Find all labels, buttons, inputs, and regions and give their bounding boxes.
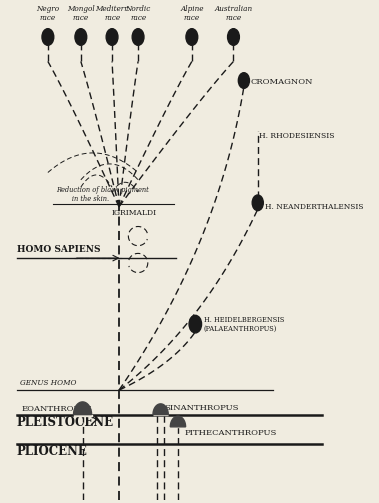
Text: H. HEIDELBERGENSIS
(PALAEANTHROPUS): H. HEIDELBERGENSIS (PALAEANTHROPUS): [204, 315, 284, 332]
Circle shape: [227, 29, 240, 45]
Circle shape: [132, 29, 144, 45]
Circle shape: [75, 29, 87, 45]
Text: IGRIMALDI: IGRIMALDI: [112, 209, 157, 216]
Circle shape: [42, 29, 54, 45]
Text: HOMO SAPIENS: HOMO SAPIENS: [17, 245, 100, 254]
Circle shape: [238, 73, 249, 89]
Polygon shape: [170, 416, 186, 427]
Text: Negro
race: Negro race: [36, 5, 60, 22]
Text: EOANTHROPUS: EOANTHROPUS: [22, 405, 93, 413]
Text: CROMAGNON: CROMAGNON: [251, 78, 313, 86]
Text: PLEISTOCENE: PLEISTOCENE: [17, 416, 114, 429]
Text: SINANTHROPUS: SINANTHROPUS: [164, 404, 239, 412]
Text: Alpine
race: Alpine race: [180, 5, 204, 22]
Circle shape: [252, 195, 263, 211]
Text: Mediterr.
race: Mediterr. race: [95, 5, 129, 22]
Text: PLIOCENE: PLIOCENE: [17, 446, 88, 458]
Circle shape: [106, 29, 118, 45]
Polygon shape: [153, 404, 168, 414]
Text: Mongol
race: Mongol race: [67, 5, 95, 22]
Text: PITHECANTHROPUS: PITHECANTHROPUS: [185, 429, 277, 437]
Circle shape: [189, 315, 202, 333]
Text: H. NEANDERTHALENSIS: H. NEANDERTHALENSIS: [265, 203, 363, 211]
Text: GENUS HOMO: GENUS HOMO: [20, 379, 77, 387]
Polygon shape: [74, 402, 92, 414]
Text: Reduction of black pigment
       in the skin.: Reduction of black pigment in the skin.: [56, 186, 149, 203]
Text: H. RHODESIENSIS: H. RHODESIENSIS: [260, 132, 335, 140]
Text: Nordic
race: Nordic race: [125, 5, 151, 22]
Text: Australian
race: Australian race: [215, 5, 252, 22]
Circle shape: [186, 29, 198, 45]
